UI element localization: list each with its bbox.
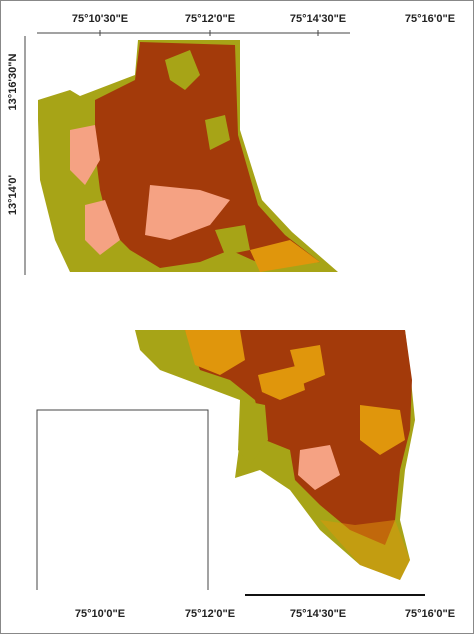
lower-map: [135, 330, 415, 580]
left-label: 13°16'30"N: [7, 54, 19, 111]
bottom-label: 75°10'0"E: [75, 608, 125, 620]
bottom-label: 75°14'30"E: [290, 608, 346, 620]
top-label: 75°16'0"E: [405, 13, 455, 25]
top-label: 75°12'0"E: [185, 13, 235, 25]
inset-box: [36, 409, 209, 590]
bottom-label: 75°12'0"E: [185, 608, 235, 620]
top-axis: [37, 30, 350, 36]
upper-map: [38, 40, 338, 272]
left-label: 13°14'0': [7, 175, 19, 216]
top-label: 75°10'30"E: [72, 13, 128, 25]
bottom-label: 75°16'0"E: [405, 608, 455, 620]
top-label: 75°14'30"E: [290, 13, 346, 25]
